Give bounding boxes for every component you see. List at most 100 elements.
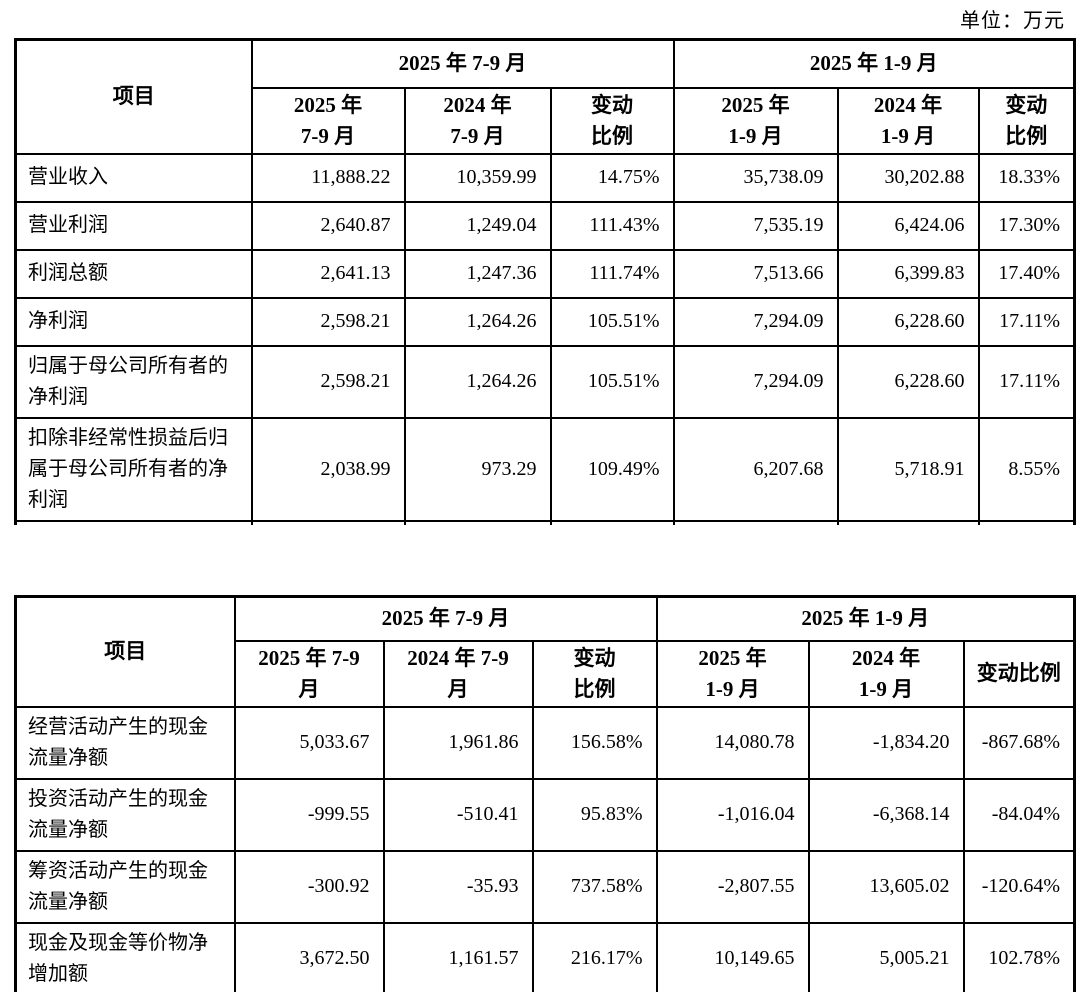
row-label: 投资活动产生的现金流量净额 bbox=[14, 777, 236, 852]
cell-value: 35,738.09 bbox=[672, 152, 839, 203]
column-group-header-9m: 2025 年 1-9 月 bbox=[672, 38, 1076, 89]
cell-value: 109.49% bbox=[549, 416, 675, 522]
row-label: 现金及现金等价物净增加额 bbox=[14, 921, 236, 992]
operating-results-header: 项目 2025 年 7-9 月 2025 年 1-9 月 2025 年 7-9 … bbox=[14, 38, 1076, 155]
cell-value: -1,834.20 bbox=[807, 705, 965, 780]
row-label: 营业收入 bbox=[14, 152, 253, 203]
cell-value: 1,247.36 bbox=[403, 248, 552, 299]
cell-value: -999.55 bbox=[233, 777, 385, 852]
column-group-header-q3: 2025 年 7-9 月 bbox=[250, 38, 675, 89]
table-row-investing-cashflow: 投资活动产生的现金流量净额 -999.55 -510.41 95.83% -1,016.… bbox=[14, 777, 1076, 852]
unit-label: 单位：万元 bbox=[960, 10, 1065, 32]
cash-flow-body: 经营活动产生的现金流量净额 5,033.67 1,961.86 156.58% 14,0… bbox=[14, 705, 1076, 992]
cell-value: -2,807.55 bbox=[655, 849, 810, 924]
cell-value: 10,359.99 bbox=[403, 152, 552, 203]
cell-value: 737.58% bbox=[531, 849, 658, 924]
cell-value: -6,368.14 bbox=[807, 777, 965, 852]
table-row-operating-cashflow: 经营活动产生的现金流量净额 5,033.67 1,961.86 156.58% 14,0… bbox=[14, 705, 1076, 780]
cutoff-row bbox=[14, 519, 1076, 525]
cell-value: 6,207.68 bbox=[672, 416, 839, 522]
column-header-change-q3: 变动 比例 bbox=[549, 86, 675, 155]
table-row-revenue: 营业收入 11,888.22 10,359.99 14.75% 35,738.09 30,… bbox=[14, 152, 1076, 203]
cell-value: -867.68% bbox=[962, 705, 1076, 780]
cell-value: 6,228.60 bbox=[836, 344, 980, 419]
cell-value: 7,294.09 bbox=[672, 344, 839, 419]
cell-value: 18.33% bbox=[977, 152, 1076, 203]
cell-value: 105.51% bbox=[549, 344, 675, 419]
cell-value: 2,038.99 bbox=[250, 416, 406, 522]
cell-value: 14,080.78 bbox=[655, 705, 810, 780]
cell-value: 216.17% bbox=[531, 921, 658, 992]
cell-value: -35.93 bbox=[382, 849, 534, 924]
row-label: 筹资活动产生的现金流量净额 bbox=[14, 849, 236, 924]
column-header-2024-q3: 2024 年 7-9 月 bbox=[382, 639, 534, 708]
cell-value: 14.75% bbox=[549, 152, 675, 203]
cell-value: 5,718.91 bbox=[836, 416, 980, 522]
column-header-2025-9m: 2025 年 1-9 月 bbox=[672, 86, 839, 155]
cell-value: 1,264.26 bbox=[403, 344, 552, 419]
cell-value: 3,672.50 bbox=[233, 921, 385, 992]
cell-value: 17.11% bbox=[977, 296, 1076, 347]
cell-value: 2,641.13 bbox=[250, 248, 406, 299]
cell-value: 1,961.86 bbox=[382, 705, 534, 780]
cell-value: 111.74% bbox=[549, 248, 675, 299]
row-label: 归属于母公司所有者的净利润 bbox=[14, 344, 253, 419]
cell-value: 1,249.04 bbox=[403, 200, 552, 251]
cell-value: 156.58% bbox=[531, 705, 658, 780]
cell-value: 2,598.21 bbox=[250, 296, 406, 347]
cell-value: 6,228.60 bbox=[836, 296, 980, 347]
cell-value: 6,424.06 bbox=[836, 200, 980, 251]
cell-value: 2,598.21 bbox=[250, 344, 406, 419]
row-label: 扣除非经常性损益后归属于母公司所有者的净利润 bbox=[14, 416, 253, 522]
cell-value: 17.30% bbox=[977, 200, 1076, 251]
column-header-item: 项目 bbox=[14, 38, 253, 155]
cell-value: 8.55% bbox=[977, 416, 1076, 522]
cell-value: 7,513.66 bbox=[672, 248, 839, 299]
table-row-total-profit: 利润总额 2,641.13 1,247.36 111.74% 7,513.66 6,399… bbox=[14, 248, 1076, 299]
column-header-2024-9m: 2024 年 1-9 月 bbox=[836, 86, 980, 155]
column-group-header-9m: 2025 年 1-9 月 bbox=[655, 595, 1076, 642]
cell-value: 2,640.87 bbox=[250, 200, 406, 251]
column-header-2024-9m: 2024 年 1-9 月 bbox=[807, 639, 965, 708]
column-header-2025-q3: 2025 年 7-9 月 bbox=[250, 86, 406, 155]
cell-value: 973.29 bbox=[403, 416, 552, 522]
column-header-change-9m: 变动 比例 bbox=[977, 86, 1076, 155]
cell-value: -510.41 bbox=[382, 777, 534, 852]
cell-value: -120.64% bbox=[962, 849, 1076, 924]
cell-value: 5,033.67 bbox=[233, 705, 385, 780]
table-row-net-profit-parent: 归属于母公司所有者的净利润 2,598.21 1,264.26 105.51% 7,29… bbox=[14, 344, 1076, 419]
cell-value: 102.78% bbox=[962, 921, 1076, 992]
table-row-deducted-net-profit-parent: 扣除非经常性损益后归属于母公司所有者的净利润 2,038.99 973.29 109.… bbox=[14, 416, 1076, 522]
cell-value: 7,294.09 bbox=[672, 296, 839, 347]
table-row-operating-profit: 营业利润 2,640.87 1,249.04 111.43% 7,535.19 6,424… bbox=[14, 200, 1076, 251]
cash-flow-header: 项目 2025 年 7-9 月 2025 年 1-9 月 2025 年 7-9 … bbox=[14, 595, 1076, 708]
column-header-2025-9m: 2025 年 1-9 月 bbox=[655, 639, 810, 708]
cell-value: 30,202.88 bbox=[836, 152, 980, 203]
cash-flow-table: 项目 2025 年 7-9 月 2025 年 1-9 月 2025 年 7-9 … bbox=[14, 595, 1077, 992]
cell-value: 111.43% bbox=[549, 200, 675, 251]
operating-results-body: 营业收入 11,888.22 10,359.99 14.75% 35,738.09 30,… bbox=[14, 152, 1076, 522]
operating-results-table: 项目 2025 年 7-9 月 2025 年 1-9 月 2025 年 7-9 … bbox=[14, 38, 1077, 525]
cell-value: 105.51% bbox=[549, 296, 675, 347]
cell-value: 17.11% bbox=[977, 344, 1076, 419]
cell-value: 10,149.65 bbox=[655, 921, 810, 992]
column-header-change-q3: 变动 比例 bbox=[531, 639, 658, 708]
cell-value: 17.40% bbox=[977, 248, 1076, 299]
table-row-net-increase-cash: 现金及现金等价物净增加额 3,672.50 1,161.57 216.17% 10,14… bbox=[14, 921, 1076, 992]
cell-value: 13,605.02 bbox=[807, 849, 965, 924]
cell-value: -84.04% bbox=[962, 777, 1076, 852]
row-label: 利润总额 bbox=[14, 248, 253, 299]
table-row-net-profit: 净利润 2,598.21 1,264.26 105.51% 7,294.09 6,228.… bbox=[14, 296, 1076, 347]
cell-value: 1,264.26 bbox=[403, 296, 552, 347]
cell-value: 5,005.21 bbox=[807, 921, 965, 992]
row-label: 净利润 bbox=[14, 296, 253, 347]
cell-value: 7,535.19 bbox=[672, 200, 839, 251]
cell-value: 11,888.22 bbox=[250, 152, 406, 203]
column-header-2025-q3: 2025 年 7-9 月 bbox=[233, 639, 385, 708]
row-label: 营业利润 bbox=[14, 200, 253, 251]
cell-value: 6,399.83 bbox=[836, 248, 980, 299]
cell-value: 1,161.57 bbox=[382, 921, 534, 992]
row-label: 经营活动产生的现金流量净额 bbox=[14, 705, 236, 780]
cell-value: -300.92 bbox=[233, 849, 385, 924]
